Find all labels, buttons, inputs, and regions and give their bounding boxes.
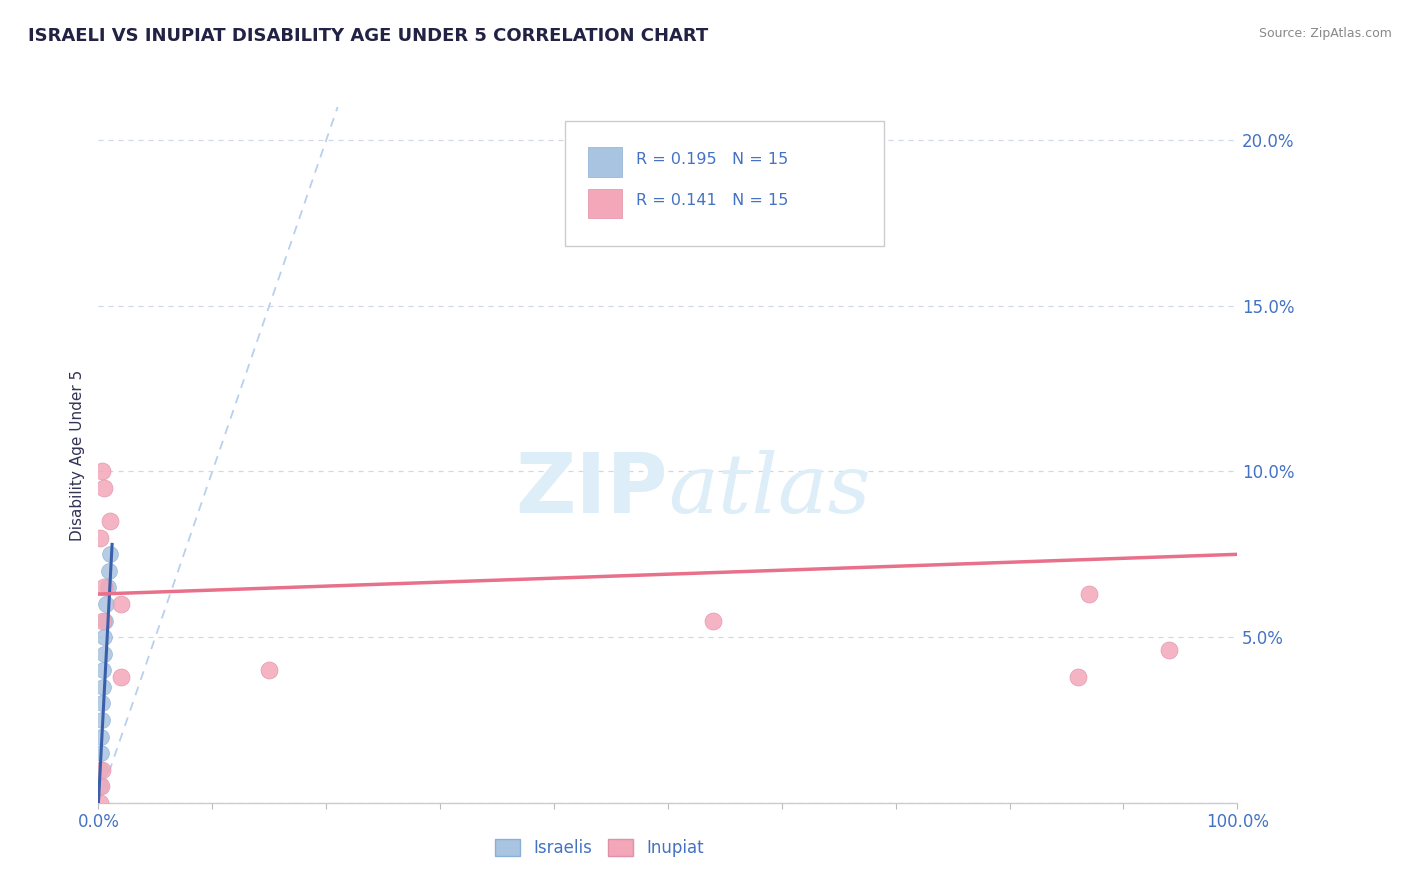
Point <box>93 630 115 644</box>
Text: R = 0.141   N = 15: R = 0.141 N = 15 <box>636 194 789 209</box>
Point <box>90 730 112 744</box>
Point <box>96 597 118 611</box>
Point <box>90 779 112 793</box>
Legend: Israelis, Inupiat: Israelis, Inupiat <box>488 832 711 864</box>
Point <box>89 796 111 810</box>
Text: R = 0.195   N = 15: R = 0.195 N = 15 <box>636 152 789 167</box>
Text: ZIP: ZIP <box>516 450 668 530</box>
Point <box>90 746 112 760</box>
Point <box>98 514 121 528</box>
Point <box>1157 643 1180 657</box>
Point <box>89 779 111 793</box>
Point <box>90 697 112 711</box>
Point <box>259 663 281 677</box>
Point <box>90 763 112 777</box>
Point <box>110 670 132 684</box>
Point <box>91 663 114 677</box>
Point <box>89 531 111 545</box>
Y-axis label: Disability Age Under 5: Disability Age Under 5 <box>69 369 84 541</box>
Point <box>96 581 118 595</box>
Point <box>93 481 115 495</box>
Text: ISRAELI VS INUPIAT DISABILITY AGE UNDER 5 CORRELATION CHART: ISRAELI VS INUPIAT DISABILITY AGE UNDER … <box>28 27 709 45</box>
Point <box>98 547 121 561</box>
Point <box>91 614 114 628</box>
Point <box>93 647 115 661</box>
Point <box>110 597 132 611</box>
Bar <box>588 189 623 219</box>
Text: atlas: atlas <box>668 450 870 530</box>
Point <box>1078 587 1101 601</box>
Bar <box>588 147 623 177</box>
Text: Source: ZipAtlas.com: Source: ZipAtlas.com <box>1258 27 1392 40</box>
Point <box>90 465 112 479</box>
Point <box>702 614 724 628</box>
FancyBboxPatch shape <box>565 121 884 246</box>
Point <box>89 763 111 777</box>
Point <box>1067 670 1090 684</box>
Point <box>91 680 114 694</box>
Point <box>94 614 117 628</box>
Point <box>90 713 112 727</box>
Point <box>93 581 115 595</box>
Point <box>97 564 120 578</box>
